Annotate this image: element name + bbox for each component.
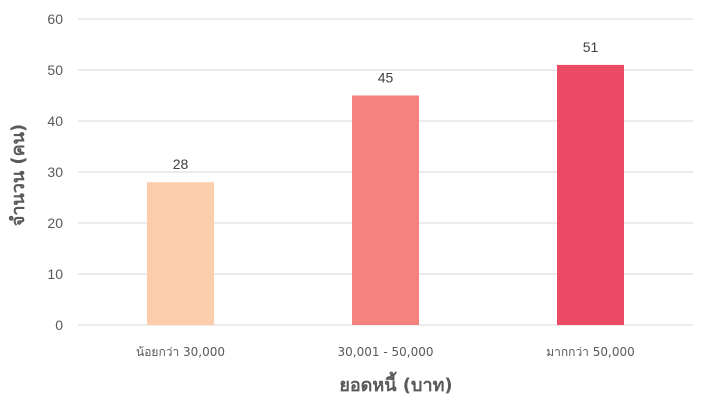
x-category-label: 30,001 - 50,000 [338,345,434,359]
y-tick-label: 60 [47,11,63,27]
bar [352,95,419,325]
bars [147,64,624,326]
x-axis-categories: น้อยกว่า 30,000 30,001 - 50,000 มากกว่า 50… [136,345,635,359]
x-category-label: น้อยกว่า 30,000 [136,345,225,359]
y-axis-ticks: 0 10 20 30 40 50 60 [47,11,63,333]
y-tick-label: 40 [47,113,63,129]
y-tick-label: 50 [47,62,63,78]
y-tick-label: 0 [55,317,63,333]
data-labels: 28 45 51 [173,39,599,172]
bar [147,182,214,325]
data-label: 45 [378,70,394,86]
y-tick-label: 10 [47,266,63,282]
data-label: 28 [173,156,189,172]
y-axis-title: จำนวน (คน) [8,124,29,226]
x-category-label: มากกว่า 50,000 [546,345,634,359]
bar [557,64,624,326]
y-tick-label: 30 [47,164,63,180]
y-tick-label: 20 [47,215,63,231]
x-axis-title: ยอดหนี้ (บาท) [339,371,452,396]
data-label: 51 [583,39,599,55]
